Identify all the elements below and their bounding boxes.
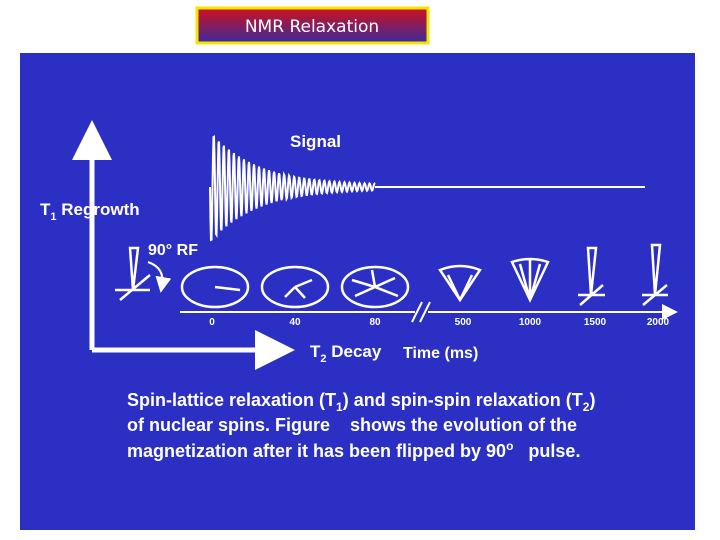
caption-script: o (506, 439, 513, 453)
figure (72, 120, 678, 370)
caption-text: magnetization after it has been flipped … (127, 441, 506, 461)
t2-label: T2 Decay (310, 342, 382, 365)
caption-text: ) and spin-spin relaxation (T (343, 390, 583, 410)
spin-vector (578, 246, 605, 306)
caption-line: of nuclear spins. Figure shows the evolu… (127, 415, 577, 435)
spin-disk (340, 265, 410, 309)
spin (214, 285, 241, 292)
caption-line: magnetization after it has been flipped … (127, 439, 580, 461)
time-ticks: 0 40 80 500 1000 1500 2000 (209, 317, 669, 328)
signal-wave (209, 135, 376, 242)
axis-break (411, 301, 431, 323)
title: NMR Relaxation (245, 17, 379, 37)
spin-cone (438, 264, 482, 303)
time-tick: 2000 (647, 317, 670, 328)
labels: Signal T1 Regrowth 90° RF T2 Decay Time … (40, 132, 670, 461)
caption-script: 1 (336, 400, 343, 414)
caption-text: ) (589, 390, 595, 410)
spin-disk (260, 265, 330, 309)
pulse-label: 90° RF (148, 242, 198, 259)
t1-symbol: T (40, 200, 51, 219)
spin-vector (642, 243, 668, 306)
spin (351, 269, 399, 298)
caption-line: Spin-lattice relaxation (T1) and spin-sp… (127, 390, 595, 414)
caption-script: 2 (583, 400, 590, 414)
time-tick: 40 (289, 317, 301, 328)
initial-spin (115, 246, 151, 301)
time-tick: 80 (369, 317, 381, 328)
signal-label: Signal (290, 132, 341, 151)
t1-text: Regrowth (57, 200, 140, 219)
caption-text: Spin-lattice relaxation (T (127, 390, 336, 410)
slide-panel (20, 53, 695, 530)
time-tick: 1000 (519, 317, 542, 328)
t1-label: T1 Regrowth (40, 200, 140, 223)
time-tick: 1500 (584, 317, 607, 328)
spin-disk (180, 265, 250, 309)
time-tick: 0 (209, 317, 215, 328)
t2-symbol: T (310, 342, 321, 361)
t2-text: Decay (327, 342, 382, 361)
rf-arrow (147, 261, 172, 293)
title-box (195, 6, 430, 45)
time-axis-label: Time (ms) (403, 345, 478, 362)
t2-sub: 2 (320, 353, 326, 365)
t1-sub: 1 (50, 211, 56, 223)
caption-text: pulse. (513, 441, 580, 461)
spin (284, 278, 313, 299)
time-tick: 500 (455, 317, 472, 328)
spin-cone (510, 257, 550, 303)
